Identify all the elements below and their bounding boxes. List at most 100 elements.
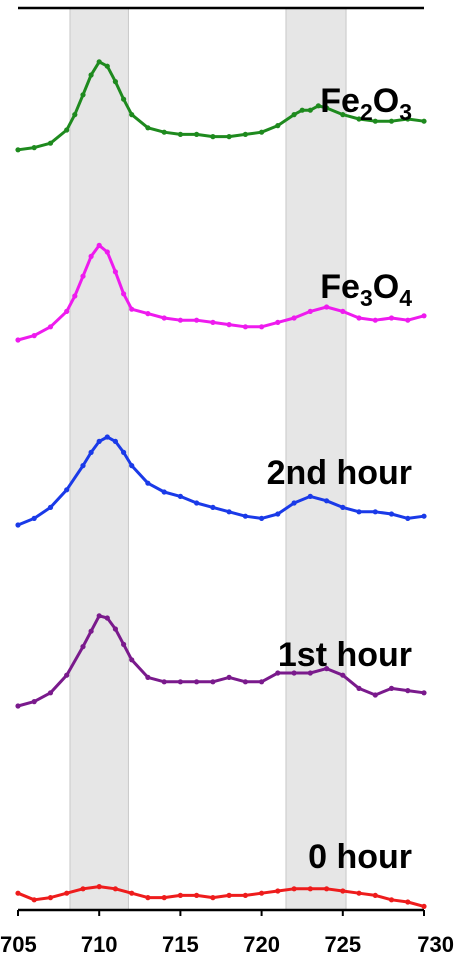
- data-point: [96, 59, 102, 65]
- data-point: [15, 147, 21, 153]
- data-point: [80, 273, 86, 279]
- data-point: [121, 96, 127, 102]
- data-point: [291, 886, 297, 892]
- plot-frame: [18, 6, 424, 912]
- data-point: [259, 679, 265, 685]
- data-point: [356, 685, 362, 692]
- data-point: [80, 92, 86, 98]
- data-point: [388, 897, 395, 903]
- data-point: [194, 131, 200, 137]
- x-tick-label: 710: [81, 932, 118, 957]
- data-point: [242, 679, 248, 685]
- series-label: Fe3O4: [320, 268, 412, 311]
- data-point: [15, 703, 21, 709]
- data-point: [315, 103, 321, 109]
- series-layer: [15, 59, 427, 910]
- data-point: [226, 322, 232, 328]
- data-point: [47, 690, 54, 696]
- data-point: [275, 511, 281, 517]
- data-point: [388, 511, 395, 517]
- series-label: 1st hour: [278, 636, 412, 674]
- data-point: [324, 498, 330, 504]
- data-point: [80, 886, 86, 892]
- data-point: [64, 672, 70, 678]
- data-point: [112, 438, 118, 444]
- data-point: [421, 690, 427, 696]
- data-point: [307, 107, 313, 113]
- series-line: [17, 243, 425, 342]
- data-point: [226, 134, 232, 140]
- data-point: [129, 657, 135, 663]
- data-point: [145, 895, 151, 901]
- data-point: [275, 319, 281, 325]
- series-0-hour: [15, 884, 427, 910]
- data-point: [324, 304, 330, 310]
- data-point: [96, 613, 102, 619]
- data-point: [88, 628, 94, 634]
- data-point: [340, 308, 346, 314]
- data-point: [31, 897, 37, 903]
- data-point: [112, 886, 118, 892]
- shaded-band-2: [285, 7, 347, 911]
- data-point: [88, 253, 94, 259]
- x-tick-label: 715: [162, 932, 199, 957]
- data-point: [340, 672, 346, 678]
- data-point: [31, 699, 37, 705]
- x-tick-label: 730: [417, 932, 454, 957]
- data-point: [112, 626, 118, 632]
- data-point: [340, 888, 346, 894]
- data-point: [210, 679, 216, 685]
- data-point: [177, 493, 183, 499]
- data-point: [47, 895, 54, 901]
- data-point: [194, 500, 200, 506]
- data-point: [64, 487, 70, 493]
- data-point: [47, 504, 54, 510]
- data-point: [372, 692, 378, 698]
- data-point: [47, 140, 54, 146]
- data-point: [421, 118, 427, 124]
- data-point: [15, 890, 21, 896]
- data-point: [194, 892, 200, 899]
- series-2nd-hour: [15, 434, 427, 528]
- data-point: [372, 317, 378, 323]
- data-point: [356, 315, 362, 321]
- data-point: [15, 337, 21, 343]
- data-point: [356, 890, 362, 896]
- data-point: [275, 888, 281, 894]
- data-point: [177, 892, 183, 899]
- data-point: [242, 892, 248, 899]
- data-point: [72, 293, 78, 299]
- data-point: [275, 670, 281, 676]
- data-point: [372, 892, 378, 899]
- data-point: [226, 674, 232, 681]
- data-point: [104, 434, 110, 440]
- data-point: [356, 509, 362, 515]
- data-point: [129, 890, 135, 896]
- data-point: [145, 674, 151, 681]
- data-point: [121, 291, 127, 297]
- data-point: [121, 449, 127, 455]
- data-point: [291, 500, 297, 506]
- data-point: [299, 107, 305, 113]
- data-point: [405, 515, 411, 522]
- data-point: [64, 308, 70, 314]
- data-point: [421, 513, 427, 519]
- data-point: [64, 890, 70, 896]
- data-point: [291, 112, 297, 118]
- data-point: [129, 112, 135, 118]
- data-point: [372, 118, 378, 124]
- data-point: [291, 670, 297, 676]
- shaded-bands: [69, 7, 347, 911]
- data-point: [210, 504, 216, 510]
- data-point: [324, 105, 330, 111]
- data-point: [161, 129, 167, 135]
- data-point: [405, 317, 411, 323]
- data-point: [275, 123, 281, 129]
- series-labels: Fe2O3 Fe3O4 2nd hour 1st hour 0 hour: [267, 82, 413, 876]
- data-point: [194, 317, 200, 323]
- series-label: 0 hour: [308, 838, 412, 876]
- data-point: [161, 895, 167, 901]
- series-fe3o4: [15, 242, 427, 343]
- data-point: [194, 679, 200, 685]
